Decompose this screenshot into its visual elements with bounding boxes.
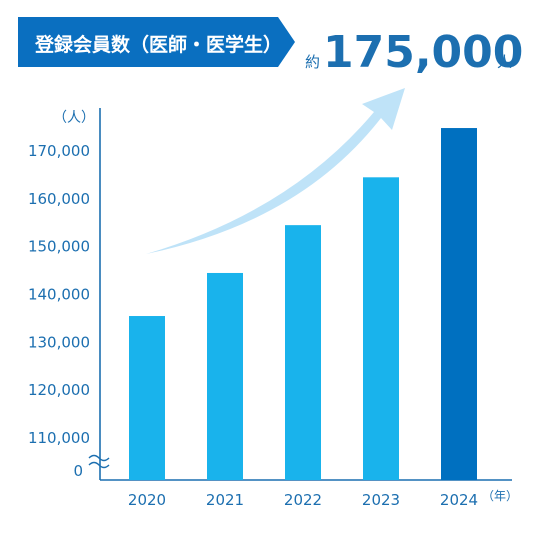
x-tick-label: 2022 [284,491,322,509]
bars [129,128,477,481]
bar-2024 [441,128,477,481]
bar-2023 [363,177,399,480]
x-tick-label: 2023 [362,491,400,509]
bar-2021 [207,272,243,480]
y-axis-unit-label: （人） [53,110,95,126]
y-tick-label: 170,000 [28,142,90,160]
headline-prefix: 約 [305,53,320,71]
y-tick-label: 110,000 [28,429,90,447]
y-tick-zero: 0 [73,462,83,480]
x-tick-label: 2020 [128,491,166,509]
x-tick-label: 2021 [206,491,244,509]
y-tick-labels: 170,000 160,000 150,000 140,000 130,000 120,0… [28,142,90,447]
header-badge [18,17,295,67]
y-tick-label: 130,000 [28,333,90,351]
headline-unit: 人 [497,53,512,71]
headline-value: 175,000 [323,27,523,78]
header-badge-label: 登録会員数（医師・医学生） [34,33,282,56]
bar-2022 [285,225,321,480]
axis-break-mark [88,454,110,469]
x-tick-labels: 2020 2021 2022 2023 2024 [128,491,478,509]
trend-arrow-icon [146,88,405,254]
x-tick-label: 2024 [440,491,478,509]
y-tick-label: 140,000 [28,286,90,304]
y-tick-label: 120,000 [28,381,90,399]
y-tick-label: 160,000 [28,190,90,208]
bar-2020 [129,316,165,480]
y-tick-label: 150,000 [28,238,90,256]
x-axis-unit-label: （年） [482,489,518,503]
